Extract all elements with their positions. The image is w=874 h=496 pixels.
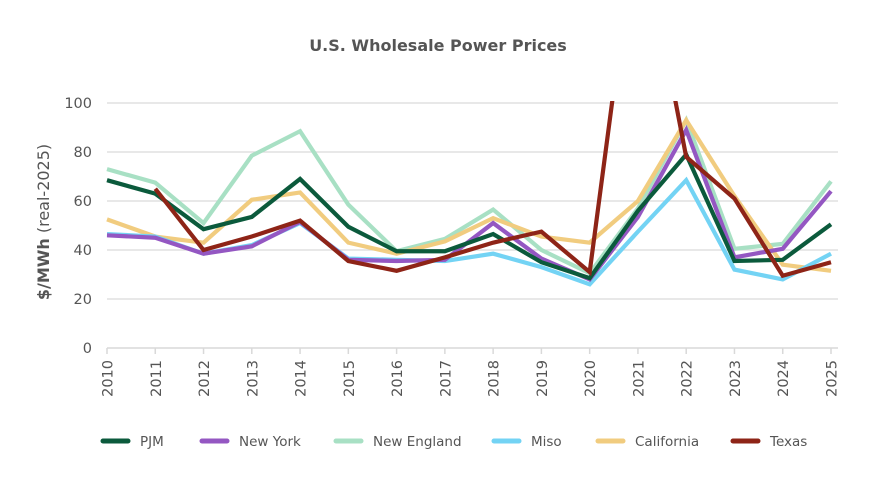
svg-text:$/MWh (real-2025): $/MWh (real-2025) <box>34 144 53 300</box>
chart-title: U.S. Wholesale Power Prices <box>309 36 567 55</box>
x-tick-label: 2012 <box>197 360 213 397</box>
x-tick-label: 2022 <box>680 360 696 397</box>
y-tick-label: 20 <box>74 292 92 308</box>
series-line-texas <box>153 101 832 279</box>
legend-label: New York <box>239 434 301 450</box>
legend-label: Texas <box>769 434 807 450</box>
y-tick-label: 80 <box>74 145 92 161</box>
x-tick-label: 2013 <box>245 360 261 397</box>
x-tick-label: 2019 <box>535 360 551 397</box>
x-tick-label: 2018 <box>487 360 503 397</box>
x-tick-label: 2021 <box>631 360 647 397</box>
legend-item-pjm: PJM <box>100 434 164 450</box>
x-tick-label: 2020 <box>583 360 599 397</box>
y-tick-label: 60 <box>74 194 92 210</box>
series-lines <box>106 101 833 287</box>
x-tick-label: 2010 <box>101 360 117 397</box>
series-line-new-england <box>106 115 833 276</box>
legend-item-miso: Miso <box>491 434 562 450</box>
legend-label: New England <box>373 434 462 450</box>
x-tick-label: 2011 <box>149 360 165 397</box>
y-tick-label: 0 <box>83 341 92 357</box>
y-axis-ticks: 0 20 40 60 80 100 <box>64 96 92 357</box>
x-tick-label: 2014 <box>294 360 310 397</box>
x-tick-label: 2025 <box>825 360 841 397</box>
legend-item-new-york: New York <box>199 434 301 450</box>
gridlines <box>107 102 838 300</box>
x-tick-label: 2023 <box>728 360 744 397</box>
y-axis-label: $/MWh (real-2025) <box>34 144 53 300</box>
y-axis-label-qualifier: (real-2025) <box>34 144 53 238</box>
legend-label: PJM <box>140 434 164 450</box>
x-axis-ticks: 2010 2011 2012 2013 2014 2015 2016 2017 2018 2019… <box>101 348 841 397</box>
legend-item-new-england: New England <box>333 434 462 450</box>
x-tick-label: 2016 <box>390 360 406 397</box>
legend-label: California <box>635 434 699 450</box>
x-tick-label: 2015 <box>342 360 358 397</box>
x-tick-label: 2024 <box>776 360 792 397</box>
legend-item-california: California <box>595 434 699 450</box>
y-tick-label: 40 <box>74 243 92 259</box>
y-axis-label-unit: $/MWh <box>34 238 53 300</box>
legend: PJM New York New England Miso California Texa… <box>100 434 807 450</box>
legend-item-texas: Texas <box>730 434 807 450</box>
legend-label: Miso <box>531 434 562 450</box>
x-tick-label: 2017 <box>438 360 454 397</box>
series-line-pjm <box>106 150 833 281</box>
y-tick-label: 100 <box>64 96 92 112</box>
